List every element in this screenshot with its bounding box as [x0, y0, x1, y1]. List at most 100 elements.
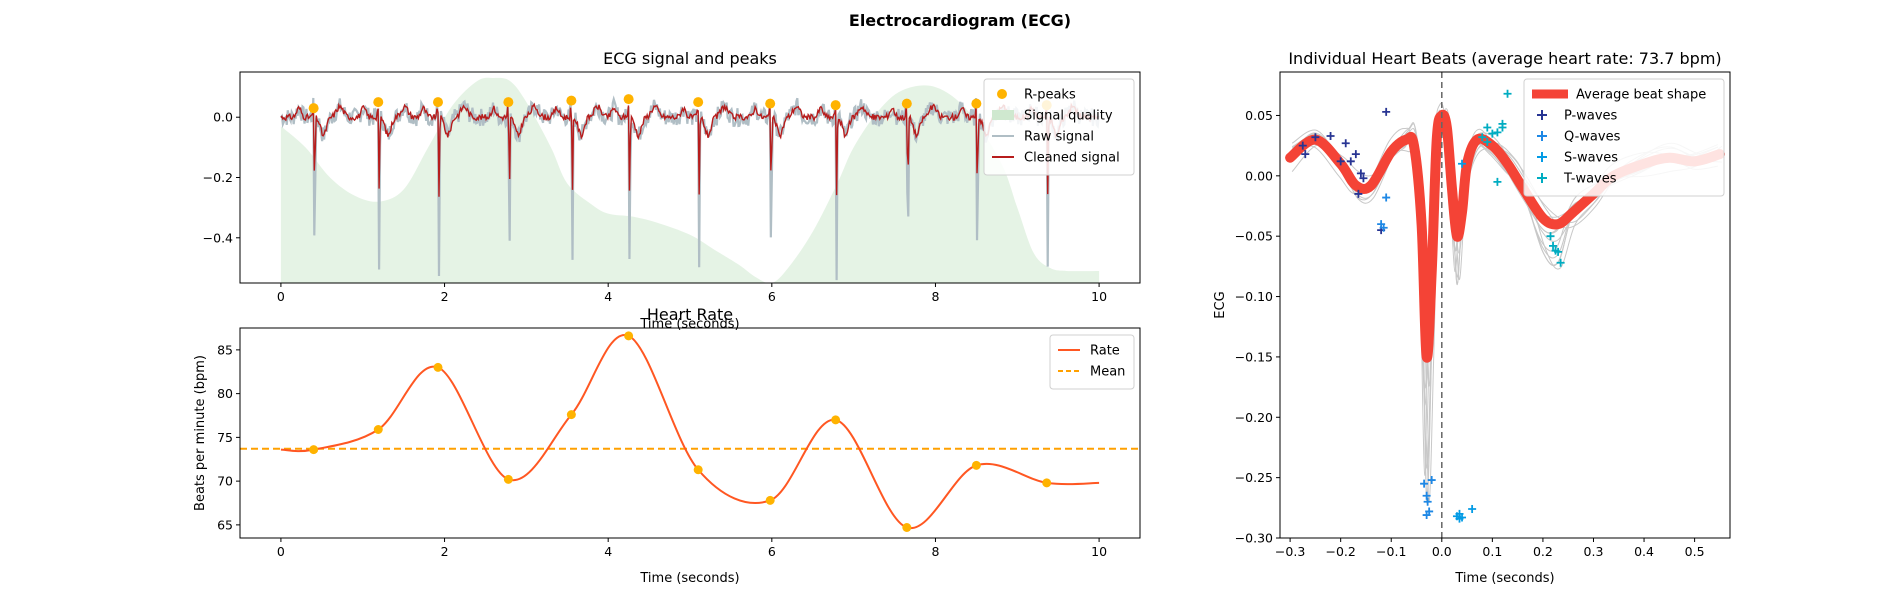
x-tick-label: −0.1 — [1376, 544, 1406, 559]
p-wave-marker — [1354, 189, 1363, 198]
x-tick-label: 0.1 — [1482, 544, 1502, 559]
legend-marker — [992, 110, 1014, 120]
beats-xlabel: Time (seconds) — [1454, 571, 1554, 586]
y-tick-label: 80 — [217, 386, 233, 401]
t-wave-marker — [1546, 232, 1555, 241]
legend-entry: P-waves — [1564, 109, 1618, 124]
x-tick-label: 10 — [1091, 544, 1107, 559]
s-wave-marker — [1458, 159, 1467, 168]
legend-entry: Mean — [1090, 365, 1125, 380]
x-tick-label: 2 — [441, 289, 449, 304]
figure-title: Electrocardiogram (ECG) — [849, 11, 1071, 30]
s-wave-marker — [1452, 512, 1461, 521]
x-tick-label: 0.5 — [1685, 544, 1705, 559]
x-tick-label: 0 — [277, 544, 285, 559]
p-wave-marker — [1356, 169, 1365, 178]
t-wave-marker — [1554, 247, 1563, 256]
legend-box — [983, 78, 1135, 176]
q-wave-marker — [1427, 476, 1436, 485]
x-tick-label: 6 — [768, 289, 776, 304]
axes-frame — [1279, 71, 1731, 539]
r-peak-point — [308, 103, 319, 114]
legend-box — [1049, 334, 1135, 390]
legend-marker — [1537, 152, 1547, 162]
x-tick-label: 4 — [604, 544, 612, 559]
r-peak-point — [971, 98, 982, 109]
rate-point — [971, 460, 981, 470]
y-tick-label: 0.0 — [213, 110, 233, 125]
y-tick-label: 65 — [217, 517, 233, 532]
heart-rate-axes: Heart Rate 0 2 4 6 8 10 65 70 75 80 85 Time (seconds… — [193, 305, 1141, 586]
t-wave-marker — [1493, 177, 1502, 186]
p-wave-marker — [1359, 174, 1368, 183]
p-wave-marker — [1341, 139, 1350, 148]
rate-ylabel: Beats per minute (bpm) — [193, 355, 208, 511]
r-peak-point — [623, 94, 634, 105]
p-wave-marker — [1351, 150, 1360, 159]
legend-marker — [1537, 131, 1547, 141]
x-tick-label: 4 — [604, 289, 612, 304]
y-tick-label: −0.25 — [1235, 470, 1273, 485]
p-wave-marker — [1311, 133, 1320, 142]
y-tick-label: −0.4 — [203, 230, 233, 245]
t-wave-marker — [1478, 133, 1487, 142]
r-peak-point — [901, 98, 912, 109]
y-tick-label: 75 — [217, 430, 233, 445]
y-tick-label: 0.00 — [1245, 168, 1273, 183]
axes-frame — [239, 327, 1141, 539]
rate-point — [373, 425, 383, 434]
ecg-title: ECG signal and peaks — [603, 49, 777, 68]
legend-marker — [997, 89, 1007, 99]
r-peak-point — [765, 98, 776, 109]
x-tick-label: 0.3 — [1584, 544, 1604, 559]
rate-point — [902, 523, 912, 532]
y-tick-label: −0.15 — [1235, 349, 1273, 364]
q-wave-marker — [1382, 193, 1391, 202]
rate-point — [831, 415, 841, 425]
y-tick-label: −0.10 — [1235, 289, 1273, 304]
legend-entry: R-peaks — [1024, 88, 1076, 103]
legend-marker — [1537, 110, 1547, 120]
rate-xlabel: Time (seconds) — [639, 571, 739, 586]
legend-entry: Q-waves — [1564, 130, 1621, 145]
x-tick-label: −0.2 — [1325, 544, 1355, 559]
legend-box — [1523, 78, 1725, 197]
x-tick-label: 8 — [931, 289, 939, 304]
q-wave-marker — [1423, 497, 1432, 506]
q-wave-marker — [1422, 491, 1431, 500]
t-wave-marker — [1493, 128, 1502, 137]
y-tick-label: 0.05 — [1245, 108, 1273, 123]
t-wave-marker — [1498, 119, 1507, 128]
r-peak-point — [503, 97, 514, 108]
p-wave-marker — [1326, 131, 1335, 140]
t-wave-marker — [1483, 138, 1492, 147]
p-wave-marker — [1336, 157, 1345, 166]
y-tick-label: −0.2 — [203, 170, 233, 185]
r-peak-point — [373, 97, 384, 108]
q-wave-marker — [1422, 511, 1431, 520]
heart-rate-line — [280, 334, 1100, 529]
cleaned-signal-line — [280, 102, 1099, 197]
q-wave-marker — [1420, 479, 1429, 488]
x-tick-label: 0.0 — [1432, 544, 1452, 559]
rate-title: Heart Rate — [647, 305, 733, 324]
legend-entry: Signal quality — [1024, 109, 1113, 124]
r-peak-point — [693, 97, 704, 108]
legend-entry: T-waves — [1563, 172, 1617, 187]
x-tick-label: 2 — [441, 544, 449, 559]
t-wave-marker — [1549, 241, 1558, 250]
p-wave-marker — [1301, 150, 1310, 159]
y-tick-label: 70 — [217, 474, 233, 489]
legend-entry: Rate — [1090, 344, 1120, 359]
x-tick-label: −0.3 — [1275, 544, 1305, 559]
p-wave-marker — [1346, 157, 1355, 166]
rate-point — [503, 474, 513, 484]
rate-point — [1042, 478, 1052, 488]
t-wave-marker — [1483, 123, 1492, 132]
y-tick-label: 85 — [217, 342, 233, 357]
x-tick-label: 0.4 — [1634, 544, 1654, 559]
p-wave-marker — [1382, 107, 1391, 116]
heart-beats-axes: Individual Heart Beats (average heart ra… — [1213, 49, 1731, 586]
